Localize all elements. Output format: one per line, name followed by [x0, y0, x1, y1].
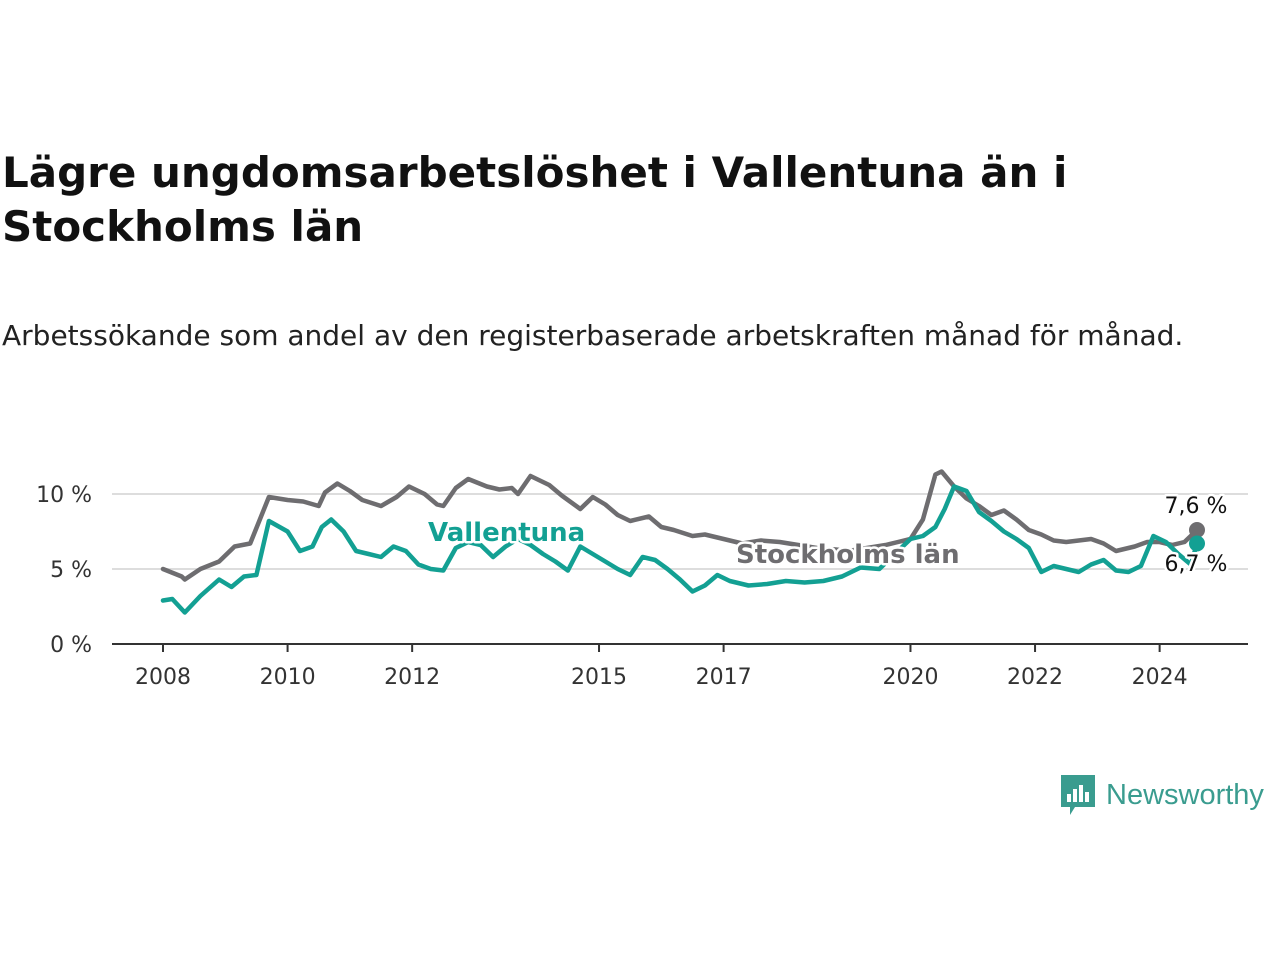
y-tick-label: 10 %: [36, 483, 92, 508]
line-chart: 0 %5 %10 % 2008 2010 2012 2015 2017 2020 2022 2…: [36, 469, 1248, 690]
series-label-stockholm: Stockholms län: [736, 540, 960, 570]
x-tick-label: 2010: [260, 665, 316, 690]
newsworthy-logo-icon: [1061, 775, 1095, 815]
brand-logo: Newsworthy: [1058, 772, 1264, 818]
x-tick-label: 2015: [571, 665, 627, 690]
end-point-vallentuna: [1189, 535, 1205, 552]
series-line-stockholms-l-n: [160, 469, 1200, 582]
series-labels: Vallentuna Stockholms län 7,6 % 6,7 %: [426, 492, 1230, 580]
end-point-stockholms-l-n: [1189, 522, 1205, 538]
x-tick-label: 2022: [1007, 665, 1063, 690]
chart-title: Lägre ungdomsarbetslöshet i Vallentuna ä…: [2, 148, 1068, 251]
x-tick-label: 2008: [135, 665, 191, 690]
brand-name: Newsworthy: [1106, 778, 1264, 811]
y-tick-label: 0 %: [50, 633, 92, 658]
x-tick-label: 2012: [384, 665, 440, 690]
chart-subtitle: Arbetssökande som andel av den registerb…: [2, 319, 1184, 352]
y-axis-ticks: 0 % 5 % 10 %: [36, 483, 92, 658]
x-tick-label: 2024: [1132, 665, 1188, 690]
end-label-vallentuna: 6,7 %: [1165, 552, 1228, 577]
series-lines: [160, 469, 1205, 615]
series-line-vallentuna: [160, 484, 1200, 615]
gridlines: [112, 493, 1248, 645]
series-label-vallentuna: Vallentuna: [428, 518, 585, 548]
x-tick-label: 2017: [696, 665, 752, 690]
y-tick-label: 5 %: [50, 558, 92, 583]
x-tick-label: 2020: [882, 665, 938, 690]
x-axis-ticks: 2008 2010 2012 2015 2017 2020 2022 2024: [135, 644, 1188, 690]
end-label-stockholm: 7,6 %: [1165, 494, 1228, 519]
